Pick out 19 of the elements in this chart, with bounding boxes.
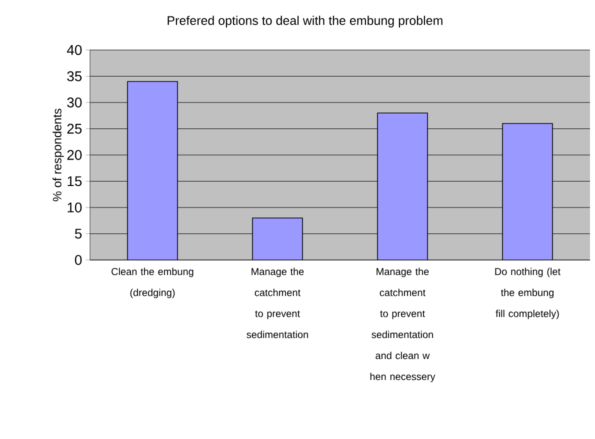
y-axis-title: % of respondents — [52, 108, 64, 202]
y-tick-label: 5 — [74, 228, 82, 239]
bar — [377, 112, 428, 260]
y-tick-label: 10 — [68, 202, 82, 212]
x-tick-label: Do nothing (let the embung fill completely) — [495, 268, 560, 320]
bar — [252, 218, 303, 260]
category-label: Manage the catchment to prevent sedimentation and clean w hen necessery — [370, 268, 436, 382]
bar — [502, 123, 553, 260]
y-tick-label: 0 — [74, 255, 82, 265]
y-tick-label: 35 — [67, 71, 82, 82]
y-tick-label: 40 — [66, 45, 82, 55]
category-label: Manage the catchment to prevent sedimentation — [246, 268, 308, 338]
chart-title: Prefered options to deal with the embung problem — [168, 16, 442, 28]
y-tick-label: 15 — [68, 176, 82, 186]
y-tick-label: 20 — [67, 150, 82, 160]
y-tick-label: 30 — [67, 98, 82, 108]
x-tick-label: Clean the embung (dredging) — [112, 268, 194, 298]
bar — [127, 81, 178, 260]
y-tick-label: 25 — [67, 124, 82, 134]
